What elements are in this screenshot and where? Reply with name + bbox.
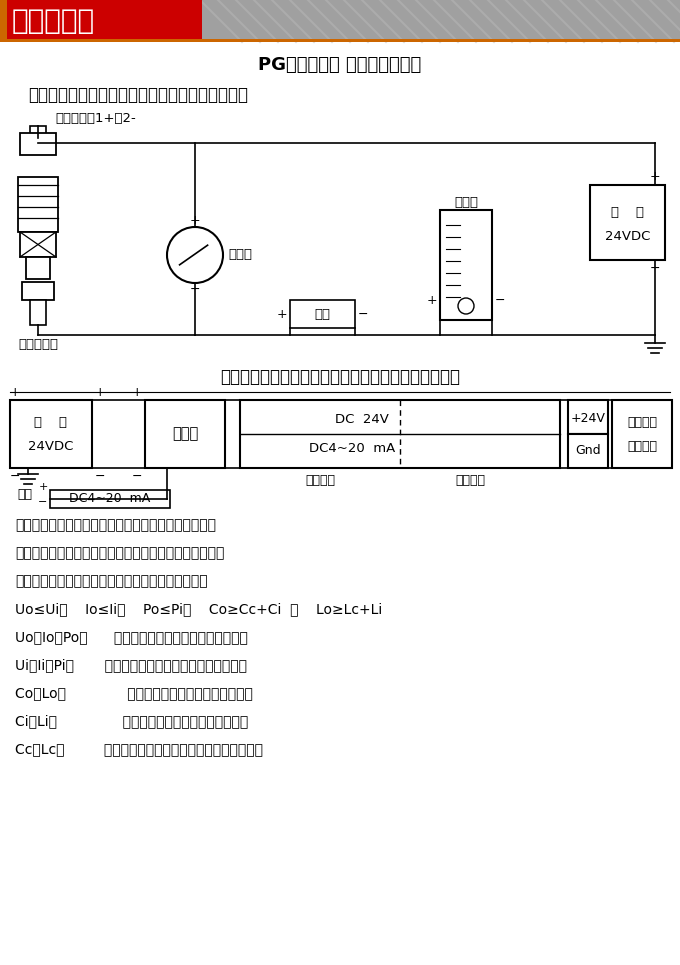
Text: −: − bbox=[190, 283, 200, 295]
Bar bbox=[30, 126, 46, 138]
Text: +: + bbox=[190, 214, 201, 228]
Text: Co、Lo：              安全栅允许的最大外部电容和电感: Co、Lo： 安全栅允许的最大外部电容和电感 bbox=[15, 686, 253, 700]
Bar bbox=[0, 39, 680, 42]
Bar bbox=[0, 0, 7, 42]
Text: 电    源: 电 源 bbox=[35, 416, 67, 428]
Text: −: − bbox=[358, 308, 369, 320]
Text: +24V: +24V bbox=[571, 412, 605, 425]
Bar bbox=[440, 210, 492, 320]
Text: DC4~20  mA: DC4~20 mA bbox=[69, 492, 151, 506]
Bar bbox=[590, 185, 665, 260]
Text: PG压力变送器 现场连接示意图: PG压力变送器 现场连接示意图 bbox=[258, 56, 422, 74]
Text: +: + bbox=[10, 387, 20, 400]
Text: +: + bbox=[95, 387, 105, 400]
Text: DC  24V: DC 24V bbox=[335, 413, 388, 426]
Text: Uo≤Ui，    Io≤Ii，    Po≤Pi，    Co≥Cc+Ci  和    Lo≥Lc+Li: Uo≤Ui， Io≤Ii， Po≤Pi， Co≥Cc+Ci 和 Lo≥Lc+Li bbox=[15, 602, 382, 616]
Bar bbox=[568, 400, 608, 434]
Text: 一、非本安防爆型压力变送器可以用稳压电源供电: 一、非本安防爆型压力变送器可以用稳压电源供电 bbox=[28, 86, 248, 104]
Text: 电    源: 电 源 bbox=[611, 207, 644, 219]
Text: 赫斯曼接头1+、2-: 赫斯曼接头1+、2- bbox=[55, 112, 136, 124]
Text: Ui、Ii、Pi：       压力变送器最大输入电压、电流和功率: Ui、Ii、Pi： 压力变送器最大输入电压、电流和功率 bbox=[15, 658, 247, 672]
Text: 本安型压: 本安型压 bbox=[627, 416, 657, 428]
Bar bbox=[20, 232, 56, 257]
Text: 输出: 输出 bbox=[17, 488, 32, 502]
Text: Uo、Io、Po：      安全栅的最大输出电压、电流和功率: Uo、Io、Po： 安全栅的最大输出电压、电流和功率 bbox=[15, 630, 248, 644]
Text: +: + bbox=[649, 171, 660, 183]
Bar bbox=[145, 400, 225, 468]
Text: 危险场所: 危险场所 bbox=[456, 474, 486, 486]
Circle shape bbox=[458, 298, 474, 314]
Text: −: − bbox=[650, 262, 660, 274]
Text: +: + bbox=[38, 482, 48, 492]
Bar bbox=[20, 133, 56, 155]
Circle shape bbox=[167, 227, 223, 283]
Text: Ci、Li：               压力变送器的最大外部电容和电感: Ci、Li： 压力变送器的最大外部电容和电感 bbox=[15, 714, 248, 728]
Text: 所配用安全栅参数必须符合本安系统参数匹配原则：: 所配用安全栅参数必须符合本安系统参数匹配原则： bbox=[15, 574, 207, 588]
Bar bbox=[612, 400, 672, 468]
Bar bbox=[290, 300, 355, 328]
Bar bbox=[18, 177, 58, 232]
Bar bbox=[0, 0, 680, 42]
Text: 进行、安全栅防爆标志必须不低于压力变送器防爆标志。: 进行、安全栅防爆标志必须不低于压力变送器防爆标志。 bbox=[15, 546, 224, 560]
Text: 安全场所: 安全场所 bbox=[305, 474, 335, 486]
Text: 安全栅须取得防爆合格证，使用时应按其说明书的要求: 安全栅须取得防爆合格证，使用时应按其说明书的要求 bbox=[15, 518, 216, 532]
Text: Gnd: Gnd bbox=[575, 445, 601, 457]
Text: 压力变送器: 压力变送器 bbox=[18, 339, 58, 351]
Text: 24VDC: 24VDC bbox=[29, 439, 73, 453]
Text: 力变送器: 力变送器 bbox=[627, 439, 657, 453]
Text: −: − bbox=[132, 470, 142, 482]
Text: −: − bbox=[38, 497, 48, 507]
Text: 安装示意图: 安装示意图 bbox=[12, 7, 95, 35]
Bar bbox=[50, 490, 170, 508]
Text: +: + bbox=[132, 387, 142, 400]
Text: DC4~20  mA: DC4~20 mA bbox=[309, 443, 395, 455]
Text: 指示仪: 指示仪 bbox=[454, 196, 478, 208]
Text: −: − bbox=[10, 470, 20, 482]
Text: 二、本安防爆型压力变送建议使用安全栅供电、见上图: 二、本安防爆型压力变送建议使用安全栅供电、见上图 bbox=[220, 368, 460, 386]
Bar bbox=[7, 0, 202, 42]
Bar bbox=[26, 257, 50, 279]
Text: +: + bbox=[277, 308, 288, 320]
Text: −: − bbox=[495, 293, 505, 307]
Bar bbox=[30, 300, 46, 325]
Text: 安全栅: 安全栅 bbox=[172, 427, 198, 442]
Text: Cc、Lc：         两者之间连接电缆允许总的分布电容和电感: Cc、Lc： 两者之间连接电缆允许总的分布电容和电感 bbox=[15, 742, 263, 756]
Bar bbox=[10, 400, 92, 468]
Bar bbox=[240, 400, 560, 468]
Text: 负载: 负载 bbox=[314, 308, 330, 320]
Text: +: + bbox=[426, 293, 437, 307]
Text: 电流表: 电流表 bbox=[228, 249, 252, 262]
Bar bbox=[22, 282, 54, 300]
Text: 24VDC: 24VDC bbox=[605, 231, 650, 243]
Text: −: − bbox=[95, 470, 105, 482]
Bar bbox=[568, 434, 608, 468]
